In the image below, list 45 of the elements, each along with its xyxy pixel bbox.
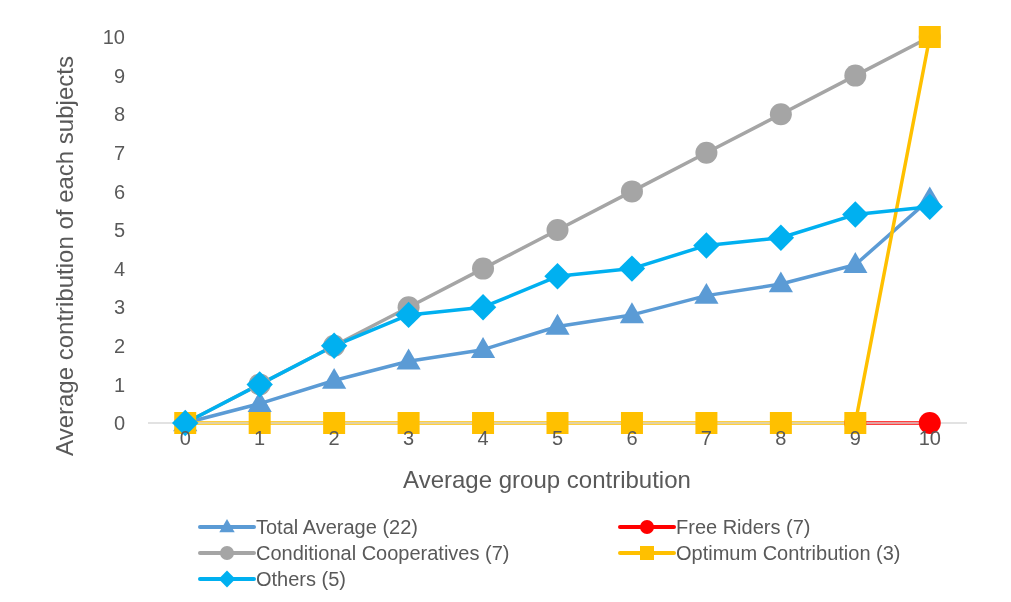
point	[695, 141, 718, 164]
y-tick-label: 10	[102, 26, 125, 49]
x-tick-label: 9	[849, 427, 861, 450]
x-tick-label: 2	[328, 427, 340, 450]
point	[469, 294, 497, 321]
x-axis-title: Average group contribution	[403, 466, 691, 493]
y-tick-label: 6	[113, 180, 125, 203]
point	[620, 180, 643, 203]
legend-label: Others (5)	[256, 567, 347, 590]
x-tick-label: 5	[551, 427, 564, 450]
x-tick-label: 4	[477, 427, 489, 450]
y-tick-label: 2	[113, 334, 125, 357]
y-tick-label: 9	[113, 64, 125, 87]
x-tick-label: 3	[403, 427, 415, 450]
legend-label: Optimum Contribution (3)	[676, 541, 901, 564]
point	[618, 255, 646, 282]
y-tick-label: 0	[113, 412, 125, 435]
point	[842, 201, 869, 228]
point	[619, 302, 645, 324]
y-tick-label: 5	[113, 219, 125, 242]
point	[767, 224, 795, 251]
point	[768, 271, 793, 293]
x-tick-label: 6	[626, 427, 638, 450]
y-tick-label: 8	[113, 103, 125, 126]
legend-label: Free Riders (7)	[676, 515, 811, 538]
point	[916, 193, 943, 221]
y-tick-label: 3	[113, 296, 125, 319]
point	[544, 263, 571, 290]
point	[769, 103, 792, 126]
point	[472, 257, 495, 280]
x-tick-label: 7	[700, 427, 712, 450]
x-tick-label: 10	[918, 427, 941, 450]
point	[844, 64, 867, 87]
point	[546, 219, 569, 241]
point	[693, 232, 720, 259]
y-tick-label: 7	[113, 141, 125, 164]
x-tick-label: 0	[179, 427, 191, 450]
y-axis-title: Average contribution of each subjects	[51, 56, 78, 456]
y-tick-label: 1	[113, 373, 125, 396]
x-tick-label: 8	[775, 427, 787, 450]
y-tick-label: 4	[113, 257, 125, 280]
point	[395, 301, 422, 329]
x-tick-label: 1	[254, 427, 266, 450]
legend-label: Conditional Cooperatives (7)	[256, 541, 510, 564]
legend-label: Total Average (22)	[256, 515, 418, 538]
